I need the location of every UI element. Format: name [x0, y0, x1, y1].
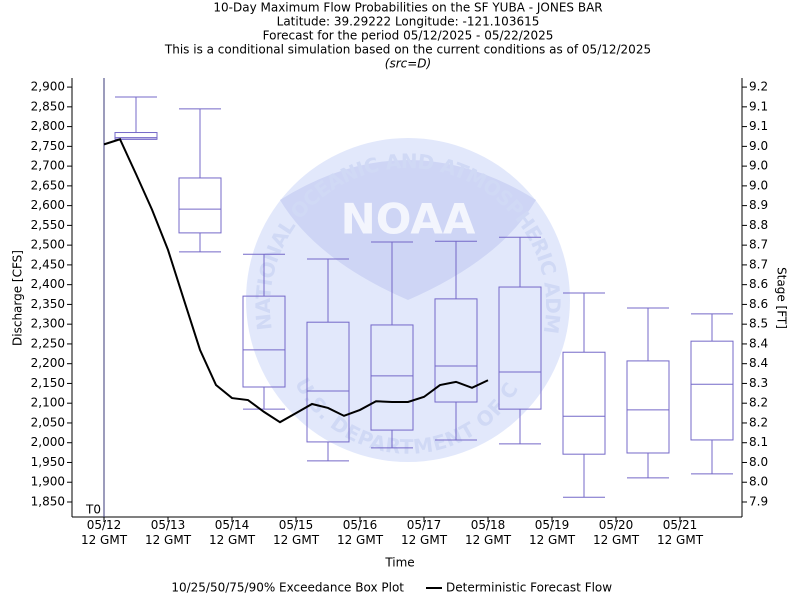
y-tick-label: 2,600	[31, 198, 65, 212]
y-tick-label: 2,250	[31, 336, 65, 350]
y-tick-label: 2,850	[31, 99, 65, 113]
box	[626, 307, 670, 479]
y2-tick-label: 8.8	[749, 218, 768, 232]
box-body	[306, 321, 350, 443]
y-tick-label: 1,900	[31, 475, 65, 489]
y-tick-label: 2,550	[31, 218, 65, 232]
box-body	[434, 298, 478, 403]
y-tick-label: 2,300	[31, 317, 65, 331]
legend-label: Deterministic Forecast Flow	[446, 581, 612, 595]
y2-tick-label: 8.6	[749, 277, 768, 291]
y-tick-label: 2,000	[31, 435, 65, 449]
y2-tick-label: 8.2	[749, 415, 768, 429]
watermark-gull	[280, 160, 536, 300]
x-tick-label: 05/15 12 GMT	[273, 518, 320, 547]
box	[690, 313, 734, 475]
y2-axis-label: Stage [FT]	[775, 267, 789, 329]
y2-tick-label: 8.9	[749, 198, 768, 212]
t0-label: T0	[85, 503, 101, 517]
box	[370, 241, 414, 449]
box-body	[242, 295, 286, 388]
chart-title: 10-Day Maximum Flow Probabilities on the…	[213, 1, 602, 15]
y-tick-label: 1,950	[31, 455, 65, 469]
legend-label: 10/25/50/75/90% Exceedance Box Plot	[171, 581, 404, 595]
x-tick-label: 05/18 12 GMT	[465, 518, 512, 547]
x-axis-label: Time	[384, 556, 414, 570]
y-tick-label: 2,150	[31, 376, 65, 390]
x-tick-label: 05/20 12 GMT	[593, 518, 640, 547]
y-tick-label: 2,650	[31, 178, 65, 192]
box	[306, 258, 350, 462]
y-tick-label: 2,450	[31, 257, 65, 271]
x-tick-label: 05/14 12 GMT	[209, 518, 256, 547]
box	[434, 240, 478, 441]
x-tick-label: 05/12 12 GMT	[81, 518, 128, 547]
y2-tick-label: 9.1	[749, 99, 768, 113]
y-tick-label: 2,700	[31, 159, 65, 173]
y-tick-label: 2,900	[31, 80, 65, 94]
box	[242, 253, 286, 410]
x-tick-label: 05/17 12 GMT	[401, 518, 448, 547]
box-body	[562, 351, 606, 455]
y2-tick-label: 8.3	[749, 376, 768, 390]
forecast-line	[103, 138, 489, 424]
y2-tick-label: 9.2	[749, 80, 768, 94]
y-tick-label: 1,850	[31, 494, 65, 508]
y-tick-label: 2,350	[31, 297, 65, 311]
y-tick-label: 2,400	[31, 277, 65, 291]
x-tick-label: 05/21 12 GMT	[657, 518, 704, 547]
y2-tick-label: 8.7	[749, 238, 768, 252]
y-tick-label: 2,500	[31, 238, 65, 252]
box-body	[114, 132, 158, 140]
x-tick-label: 05/19 12 GMT	[529, 518, 576, 547]
x-tick-label: 05/13 12 GMT	[145, 518, 192, 547]
y2-tick-label: 9.1	[749, 119, 768, 133]
y2-tick-label: 9.0	[749, 159, 768, 173]
box-body	[370, 324, 414, 431]
y2-tick-label: 7.9	[749, 494, 768, 508]
y2-tick-label: 9.0	[749, 178, 768, 192]
y-axis-label: Discharge [CFS]	[11, 250, 25, 346]
chart-title: Forecast for the period 05/12/2025 - 05/…	[263, 29, 554, 43]
y2-tick-label: 8.6	[749, 297, 768, 311]
y-tick-label: 2,100	[31, 396, 65, 410]
y2-tick-label: 8.4	[749, 336, 768, 350]
y-tick-label: 2,050	[31, 415, 65, 429]
y2-tick-label: 8.1	[749, 435, 768, 449]
y2-tick-label: 9.0	[749, 139, 768, 153]
y2-tick-label: 8.4	[749, 356, 768, 370]
box	[114, 96, 158, 140]
chart-title: Latitude: 39.29222 Longitude: -121.10361…	[277, 15, 540, 29]
y2-tick-label: 8.2	[749, 396, 768, 410]
chart-title: This is a conditional simulation based o…	[164, 43, 651, 57]
box	[562, 292, 606, 498]
y2-tick-label: 8.0	[749, 455, 768, 469]
box-body	[498, 286, 542, 410]
watermark-logo: NOAA	[341, 195, 476, 244]
y-tick-label: 2,200	[31, 356, 65, 370]
y-tick-label: 2,800	[31, 119, 65, 133]
x-tick-label: 05/16 12 GMT	[337, 518, 384, 547]
y2-tick-label: 8.5	[749, 317, 768, 331]
box-body	[626, 360, 670, 454]
box	[498, 236, 542, 445]
chart-subtitle: (src=D)	[385, 57, 431, 71]
y-tick-label: 2,750	[31, 139, 65, 153]
y2-tick-label: 8.7	[749, 257, 768, 271]
y2-tick-label: 8.0	[749, 475, 768, 489]
box-body	[690, 340, 734, 441]
box-body	[178, 177, 222, 234]
box	[178, 108, 222, 253]
